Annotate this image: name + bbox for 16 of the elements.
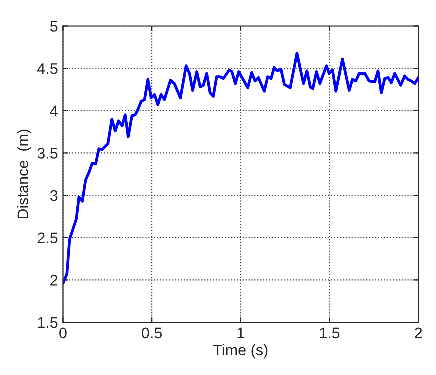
- y-tick-label: 3: [50, 190, 58, 202]
- y-tick-label: 2.5: [38, 232, 58, 244]
- line-series: [63, 52, 419, 285]
- x-tick-label: 0: [60, 328, 67, 339]
- x-tick-label: 2: [415, 328, 422, 338]
- y-tick-label: 5: [50, 21, 58, 32]
- x-tick-label: 1: [238, 328, 244, 338]
- y-tick-label: 3.5: [38, 148, 58, 159]
- x-tick-label: 0.5: [142, 328, 162, 339]
- y-tick-label: 2: [50, 275, 58, 286]
- y-tick-label: 1.5: [38, 318, 58, 328]
- y-tick-label: 4: [50, 106, 58, 116]
- x-axis-title: Time (s): [214, 344, 268, 359]
- y-axis-title: Distance (m): [17, 130, 32, 219]
- x-tick-label: 1.5: [320, 328, 340, 339]
- y-tick-label: 4.5: [37, 64, 58, 74]
